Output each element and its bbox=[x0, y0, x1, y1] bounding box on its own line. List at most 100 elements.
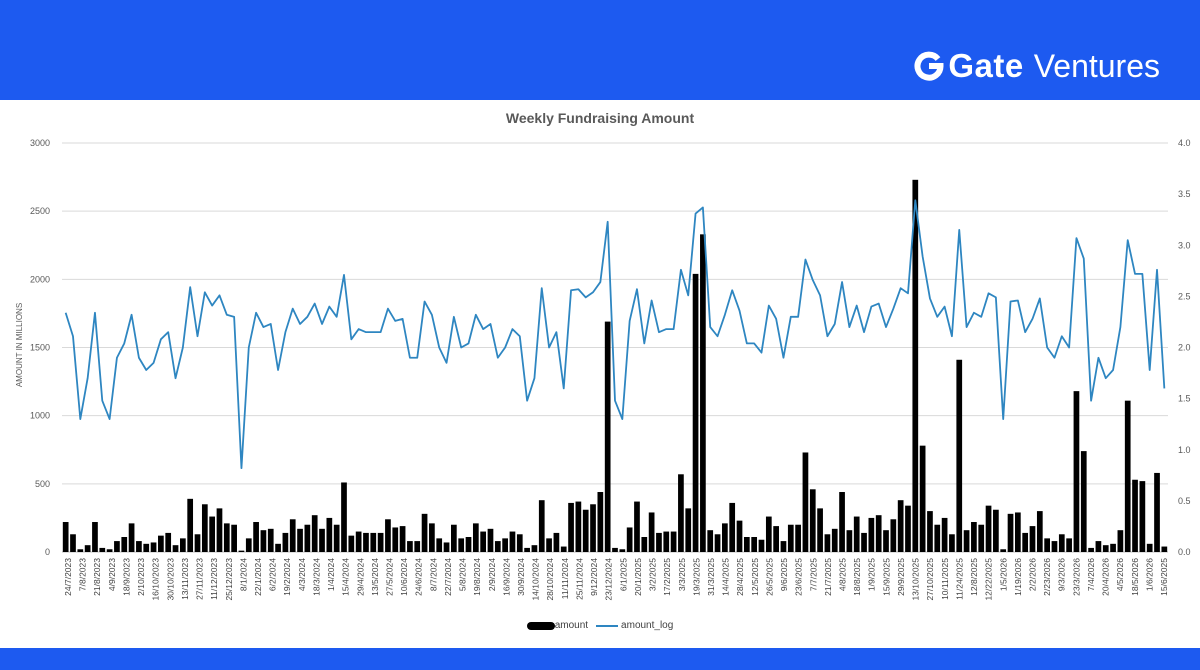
x-tick-label: 22/1/2024 bbox=[253, 558, 263, 596]
amount-bar bbox=[311, 515, 318, 552]
y2-tick-label: 2.0 bbox=[1178, 343, 1191, 353]
chart-title: Weekly Fundraising Amount bbox=[505, 110, 695, 126]
x-tick-label: 18/8/2025 bbox=[852, 558, 862, 596]
x-tick-label: 14/4/2025 bbox=[721, 558, 731, 596]
amount-bar bbox=[289, 519, 296, 552]
y-tick-label: 3000 bbox=[30, 138, 50, 148]
amount-bar bbox=[62, 522, 69, 552]
amount-bar bbox=[348, 535, 355, 552]
x-tick-label: 4/9/2023 bbox=[107, 558, 117, 591]
amount-bar bbox=[509, 531, 516, 552]
amount-bar bbox=[722, 523, 728, 552]
amount-bar bbox=[641, 537, 648, 552]
footer-band bbox=[0, 648, 1200, 670]
amount-bar bbox=[1080, 451, 1087, 552]
x-tick-label: 20/1/2025 bbox=[633, 558, 643, 596]
amount-bar bbox=[1124, 400, 1131, 552]
amount-bar bbox=[231, 524, 237, 552]
x-tick-label: 4/5/2026 bbox=[1115, 558, 1125, 591]
amount-bar bbox=[575, 501, 582, 552]
y-tick-label: 1500 bbox=[30, 343, 50, 353]
x-tick-label: 25/12/2023 bbox=[224, 558, 234, 601]
amount-bar bbox=[846, 530, 853, 552]
amount-bar bbox=[956, 359, 963, 552]
amount-bar bbox=[663, 531, 670, 552]
x-tick-label: 11/12/2023 bbox=[209, 558, 219, 600]
x-tick-label: 8/7/2024 bbox=[428, 558, 438, 591]
amount-bar bbox=[282, 532, 289, 552]
amount-bar bbox=[341, 482, 347, 552]
y2-tick-label: 0.0 bbox=[1178, 547, 1191, 557]
amount-bar bbox=[619, 549, 626, 552]
amount-bar bbox=[765, 516, 772, 552]
x-tick-label: 2/2/2026 bbox=[1027, 558, 1037, 591]
x-tick-label: 24/6/2024 bbox=[414, 558, 424, 596]
amount-log-line bbox=[64, 199, 1166, 470]
x-tick-label: 25/11/2024 bbox=[574, 558, 584, 600]
amount-bar bbox=[546, 538, 552, 552]
amount-bar bbox=[216, 508, 223, 552]
amount-bar bbox=[678, 474, 684, 552]
y-tick-label: 1000 bbox=[30, 411, 50, 421]
y2-tick-label: 3.5 bbox=[1178, 189, 1191, 199]
x-tick-label: 15/4/2024 bbox=[341, 558, 351, 596]
amount-bar bbox=[128, 523, 135, 552]
amount-bar bbox=[370, 532, 377, 552]
amount-bar bbox=[648, 512, 655, 552]
y2-tick-label: 2.5 bbox=[1178, 291, 1191, 301]
x-tick-label: 21/8/2023 bbox=[92, 558, 102, 596]
amount-bar bbox=[516, 534, 523, 552]
x-tick-label: 16/10/2023 bbox=[151, 558, 161, 601]
amount-bar bbox=[245, 538, 252, 552]
amount-bar bbox=[297, 528, 303, 552]
x-tick-label: 10/11/2025 bbox=[940, 558, 950, 600]
amount-bar bbox=[187, 498, 194, 552]
x-tick-label: 21/7/2025 bbox=[823, 558, 833, 596]
x-tick-label: 11/11/2024 bbox=[560, 558, 570, 600]
x-tick-label: 30/10/2023 bbox=[165, 558, 175, 601]
y-axis-label: AMOUNT IN MILLIONS bbox=[15, 303, 24, 387]
amount-bar bbox=[121, 537, 128, 552]
amount-bar bbox=[634, 501, 640, 552]
brand-name-ventures: Ventures bbox=[1033, 47, 1160, 84]
amount-bar bbox=[114, 541, 120, 552]
amount-bar bbox=[267, 528, 274, 552]
x-tick-label: 6/2/2024 bbox=[268, 558, 278, 591]
amount-bar bbox=[538, 500, 545, 552]
x-tick-label: 18/3/2024 bbox=[311, 558, 321, 596]
x-tick-label: 28/4/2025 bbox=[735, 558, 745, 596]
amount-bar bbox=[875, 515, 882, 552]
x-tick-label: 31/3/2025 bbox=[706, 558, 716, 596]
x-tick-label: 1/4/2024 bbox=[326, 558, 336, 591]
y-tick-label: 2000 bbox=[30, 274, 50, 284]
amount-bar bbox=[568, 502, 574, 552]
amount-bar bbox=[260, 530, 267, 552]
amount-bar bbox=[707, 530, 714, 552]
y2-tick-label: 0.5 bbox=[1178, 496, 1191, 506]
amount-bar bbox=[421, 513, 428, 552]
right-axis-ticks: 0.0 0.5 1.0 1.5 2.0 2.5 3.0 3.5 4.0 bbox=[1178, 138, 1191, 557]
amount-bar bbox=[326, 517, 333, 552]
y-tick-label: 500 bbox=[35, 479, 50, 489]
amount-bar bbox=[201, 504, 208, 552]
amount-bar bbox=[429, 523, 435, 552]
amount-bar bbox=[1154, 472, 1160, 552]
x-tick-label: 12/8/2025 bbox=[969, 558, 979, 596]
x-tick-label: 23/3/2026 bbox=[1071, 558, 1081, 596]
amount-bar bbox=[355, 531, 362, 552]
legend-item-amount-log: amount_log bbox=[596, 620, 673, 631]
x-tick-label: 18/9/2023 bbox=[121, 558, 131, 596]
amount-bar bbox=[502, 538, 508, 552]
amount-bars bbox=[62, 179, 1168, 552]
amount-bar bbox=[758, 539, 765, 552]
amount-bar bbox=[165, 532, 172, 552]
amount-bar bbox=[1058, 534, 1065, 552]
amount-bar bbox=[1132, 479, 1138, 552]
x-tick-label: 3/3/2025 bbox=[677, 558, 687, 591]
amount-bar bbox=[612, 547, 618, 552]
amount-bar bbox=[985, 505, 992, 552]
y2-tick-label: 3.0 bbox=[1178, 240, 1191, 250]
amount-bar bbox=[238, 550, 245, 552]
amount-bar bbox=[853, 516, 860, 552]
amount-bar bbox=[971, 522, 977, 552]
